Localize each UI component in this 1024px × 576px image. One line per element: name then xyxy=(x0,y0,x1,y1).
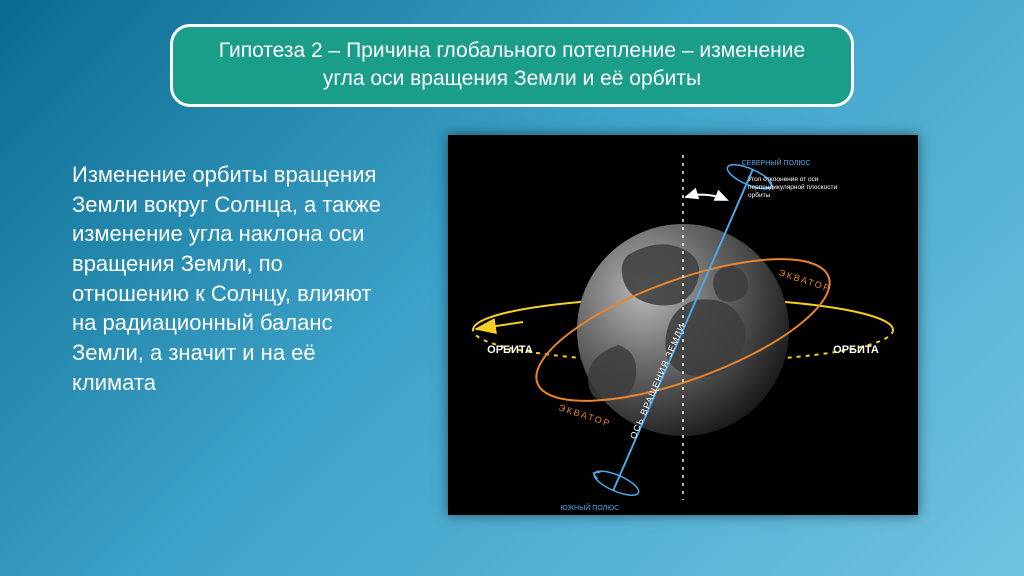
orbit-label-left: ОРБИТА xyxy=(487,344,533,356)
deflection-label-2: перпендикулярной плоскости xyxy=(748,183,837,191)
equator-label-left: ЭКВАТОР xyxy=(557,402,612,428)
body-paragraph: Изменение орбиты вращения Земли вокруг С… xyxy=(72,160,382,398)
north-pole-label: СЕВЕРНЫЙ ПОЛЮС xyxy=(742,158,811,167)
body-text: Изменение орбиты вращения Земли вокруг С… xyxy=(72,162,381,395)
orbit-label-right: ОРБИТА xyxy=(833,344,879,356)
deflection-label-3: орбиты xyxy=(748,191,771,199)
earth-axis-diagram: ОСЬ ВРАЩЕНИЯ ЗЕМЛИ СЕВЕРНЫЙ ПОЛЮС ЮЖНЫЙ … xyxy=(448,135,918,515)
title-text: Гипотеза 2 – Причина глобального потепле… xyxy=(219,39,805,90)
diagram-svg: ОСЬ ВРАЩЕНИЯ ЗЕМЛИ СЕВЕРНЫЙ ПОЛЮС ЮЖНЫЙ … xyxy=(448,135,918,515)
south-pole-label: ЮЖНЫЙ ПОЛЮС xyxy=(561,503,620,512)
title-box: Гипотеза 2 – Причина глобального потепле… xyxy=(170,24,854,107)
deflection-arc xyxy=(686,195,727,200)
deflection-label-1: Угол отклонения от оси xyxy=(748,176,819,183)
